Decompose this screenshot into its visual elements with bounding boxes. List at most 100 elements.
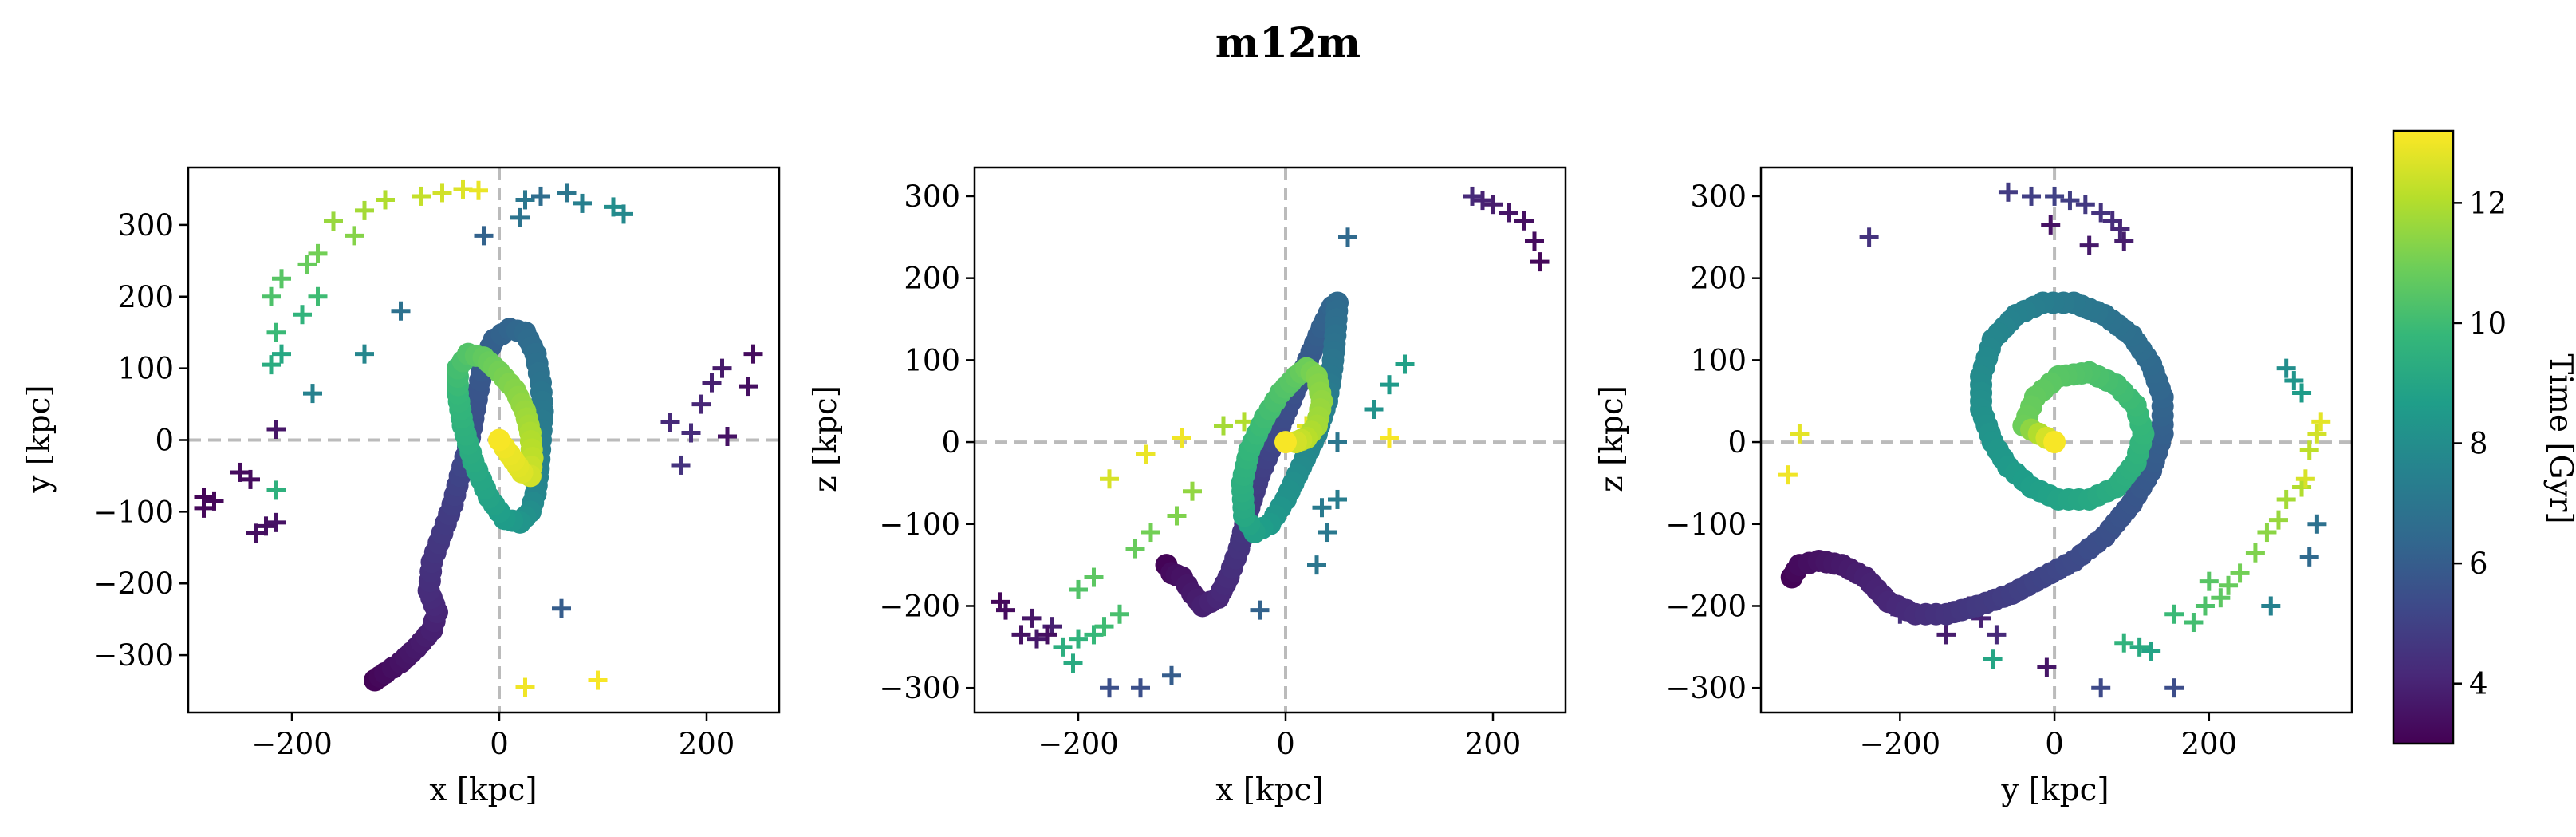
- satellite-marker: [1483, 195, 1503, 215]
- colorbar-tick-label: 8: [2469, 427, 2488, 461]
- y-tick-label: 100: [117, 352, 174, 386]
- satellite-marker: [1038, 625, 1057, 645]
- satellite-marker: [1250, 600, 1270, 620]
- satellite-marker: [1053, 637, 1073, 657]
- satellite-marker: [1162, 665, 1181, 685]
- satellite-marker: [660, 413, 680, 432]
- x-tick-label: 200: [2180, 727, 2237, 761]
- y-tick-label: 200: [904, 262, 960, 296]
- satellite-marker: [1328, 432, 1347, 452]
- satellite-marker: [256, 516, 276, 536]
- satellite-marker: [2091, 203, 2111, 223]
- satellite-marker: [1069, 629, 1088, 649]
- satellite-marker: [2129, 637, 2149, 657]
- panel-yz-xlabel: y [kpc]: [2000, 772, 2109, 808]
- satellite-marker: [2276, 358, 2296, 378]
- satellite-marker: [1084, 567, 1104, 587]
- y-tick-label: 300: [1690, 180, 1747, 214]
- satellite-marker: [2295, 469, 2315, 489]
- satellite-marker: [266, 322, 286, 342]
- satellite-marker: [303, 384, 322, 404]
- satellite-marker: [1318, 523, 1337, 543]
- satellite-marker: [376, 190, 395, 210]
- satellite-marker: [2164, 678, 2184, 698]
- satellite-marker: [241, 469, 260, 489]
- satellite-marker: [1395, 354, 1415, 374]
- satellite-marker: [469, 180, 488, 200]
- y-tick-label: 100: [1690, 343, 1747, 377]
- satellite-marker: [2037, 657, 2057, 677]
- satellite-marker: [2284, 371, 2304, 391]
- y-tick-label: 200: [1690, 262, 1747, 296]
- satellite-marker: [2114, 633, 2134, 653]
- satellite-marker: [671, 455, 691, 475]
- satellite-marker: [2060, 191, 2080, 211]
- axes-frame: [1759, 166, 2353, 714]
- satellite-marker: [308, 286, 328, 306]
- satellite-marker: [2075, 195, 2095, 215]
- satellite-marker: [2195, 596, 2215, 616]
- satellite-marker: [743, 344, 763, 364]
- satellite-marker: [2164, 604, 2184, 624]
- satellite-marker: [246, 523, 266, 543]
- satellite-marker: [552, 598, 571, 618]
- satellite-marker: [2114, 231, 2134, 251]
- satellite-marker: [324, 211, 343, 231]
- satellite-marker: [1380, 428, 1399, 448]
- satellite-marker: [2299, 547, 2319, 567]
- satellite-marker: [1364, 399, 1384, 419]
- satellite-marker: [510, 207, 530, 227]
- satellite-marker: [1499, 203, 1518, 223]
- panel-xz-xlabel: x [kpc]: [1215, 772, 1323, 808]
- orbit-point: [2043, 431, 2066, 454]
- satellite-marker: [1463, 186, 1482, 206]
- y-tick-label: −100: [879, 507, 960, 542]
- axes-frame: [973, 166, 1567, 714]
- x-tick-label: 0: [490, 727, 509, 761]
- satellite-marker: [2184, 613, 2204, 633]
- satellite-marker: [262, 355, 281, 375]
- satellite-marker: [1131, 678, 1150, 698]
- satellite-marker: [1778, 465, 1798, 485]
- colorbar-gradient: [2392, 129, 2455, 745]
- satellite-marker: [1011, 625, 1031, 645]
- satellite-marker: [1936, 625, 1956, 645]
- colorbar: 4 6 8 10 12 Time [Gyr]: [2392, 129, 2576, 745]
- satellite-marker: [1790, 424, 1810, 444]
- satellite-marker: [1338, 227, 1357, 247]
- orbit-point: [1274, 431, 1297, 454]
- x-tick-label: −200: [1860, 727, 1941, 761]
- satellite-marker: [266, 512, 286, 532]
- satellite-marker: [515, 677, 535, 697]
- satellite-marker: [1183, 481, 1202, 501]
- satellite-marker: [2022, 186, 2042, 206]
- satellite-marker: [2299, 440, 2319, 460]
- y-tick-label: −100: [93, 495, 174, 529]
- satellite-marker: [230, 462, 250, 482]
- colorbar-tick-label: 12: [2469, 186, 2507, 220]
- satellite-marker: [1328, 489, 1347, 509]
- satellite-marker: [2307, 424, 2327, 444]
- satellite-marker: [194, 498, 214, 518]
- satellite-marker: [2257, 523, 2277, 543]
- satellite-marker: [474, 226, 494, 246]
- satellite-marker: [308, 243, 328, 263]
- satellite-marker: [2041, 215, 2061, 235]
- satellite-marker: [1136, 444, 1156, 464]
- satellite-marker: [2292, 383, 2312, 403]
- satellite-marker: [1998, 182, 2018, 202]
- satellite-marker: [2045, 186, 2065, 206]
- x-tick-label: −200: [1038, 727, 1119, 761]
- satellite-marker: [1530, 252, 1550, 272]
- satellite-marker: [702, 373, 722, 393]
- y-tick-label: −300: [879, 671, 960, 705]
- panel-xy-ylabel: y [kpc]: [22, 385, 57, 493]
- satellite-marker: [1473, 191, 1492, 211]
- satellite-marker: [1167, 506, 1187, 526]
- y-tick-label: 300: [904, 180, 960, 214]
- satellite-marker: [614, 204, 633, 224]
- plot-area-yz: [1761, 168, 2352, 713]
- panel-xz-ylabel: z [kpc]: [808, 385, 844, 492]
- satellite-marker: [718, 427, 737, 447]
- satellite-marker: [2261, 596, 2281, 616]
